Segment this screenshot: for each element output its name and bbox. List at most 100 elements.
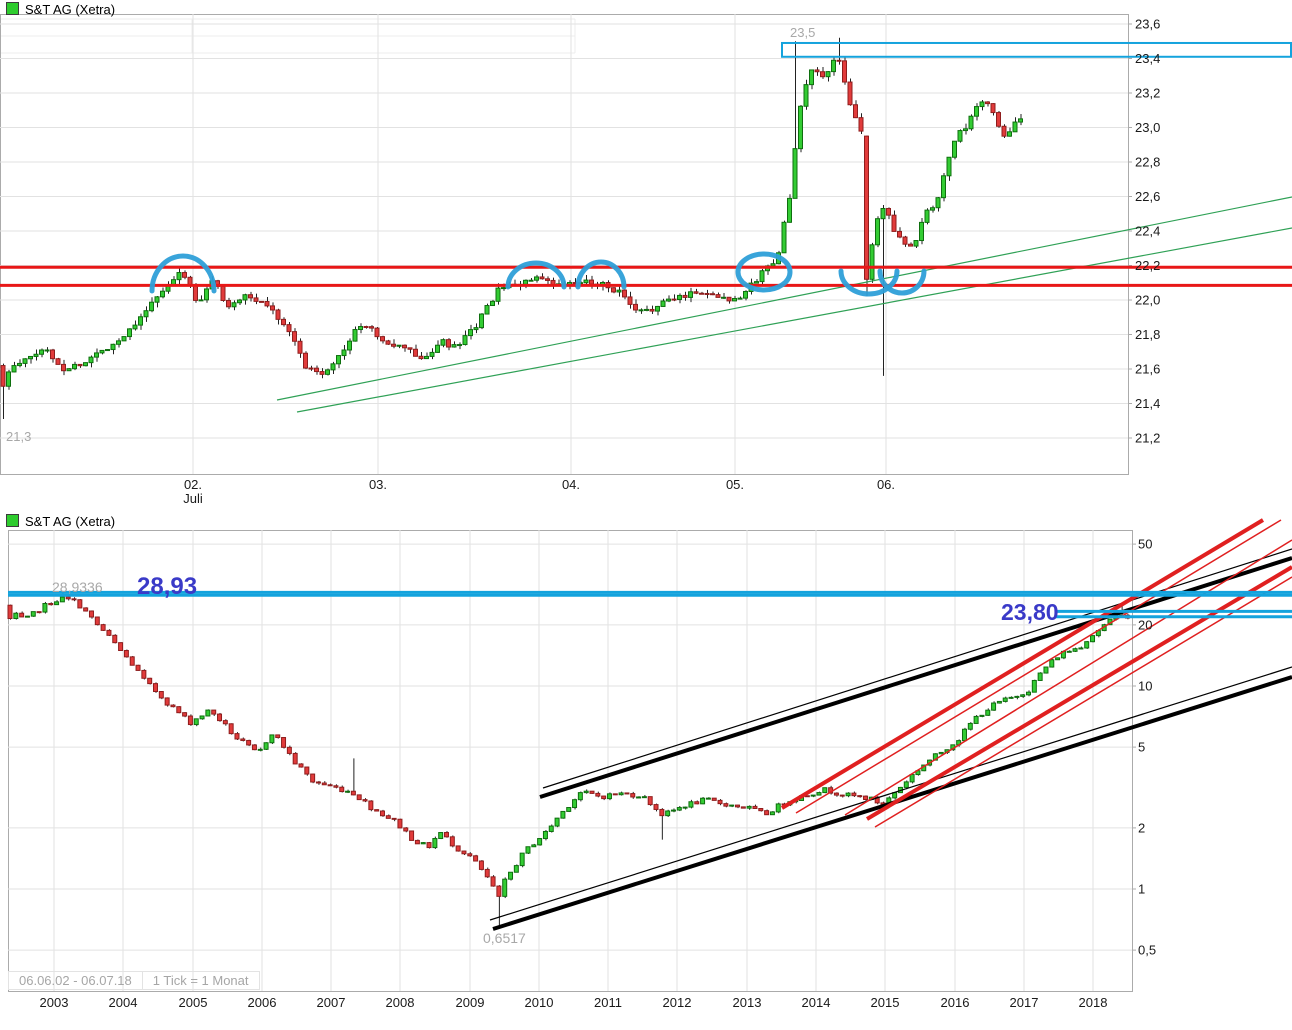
candle: [385, 340, 391, 345]
x-tick-label: 03.: [369, 477, 387, 492]
candle: [857, 795, 863, 798]
candle: [715, 294, 721, 298]
y-tick-label: 22,8: [1135, 155, 1160, 170]
candle: [973, 715, 979, 724]
candle: [764, 810, 770, 816]
candle: [54, 601, 60, 606]
candle: [665, 810, 671, 817]
candle: [248, 294, 253, 299]
y-tick-label: 0,5: [1138, 943, 1156, 958]
candle: [72, 363, 77, 370]
candle: [700, 797, 706, 805]
candle: [164, 697, 170, 706]
candle: [48, 603, 54, 606]
candle: [263, 742, 269, 750]
candle: [919, 221, 924, 242]
y-tick-label: 21,6: [1135, 362, 1160, 377]
candle: [682, 806, 688, 809]
candle: [414, 839, 420, 845]
candle: [457, 344, 462, 347]
candle: [222, 720, 228, 725]
candle: [479, 313, 484, 329]
candle: [246, 739, 252, 746]
candle: [647, 796, 653, 806]
candle: [816, 792, 822, 796]
y-tick-label: 2: [1138, 820, 1145, 835]
candle: [908, 243, 913, 247]
candle: [484, 868, 490, 878]
candle: [135, 664, 141, 671]
candle: [182, 712, 188, 717]
candle: [1014, 695, 1020, 698]
candle: [913, 240, 919, 247]
candle: [618, 792, 624, 796]
candle: [638, 309, 644, 312]
candle: [1037, 672, 1043, 681]
candle: [803, 84, 809, 107]
candle: [845, 792, 851, 797]
trend-line: [865, 565, 1292, 821]
candle: [308, 367, 314, 370]
candle: [0, 365, 6, 387]
candle: [420, 842, 426, 845]
candle: [909, 774, 915, 783]
candle: [833, 792, 839, 796]
trend-line: [489, 666, 1292, 921]
y-tick-label: 22,6: [1135, 189, 1160, 204]
candle: [94, 616, 100, 626]
candle: [339, 786, 345, 793]
candle: [19, 612, 25, 618]
candle: [110, 343, 116, 351]
candle: [444, 832, 449, 838]
chart-top: 23,6 23,4 23,2 23,0 22,8 22,6 22,4 22,2 22,0 21,8…: [0, 14, 1292, 506]
candle: [149, 301, 154, 312]
candle: [451, 344, 457, 348]
candle: [1090, 635, 1096, 643]
candle: [941, 175, 946, 199]
candle: [237, 299, 242, 304]
candle: [633, 303, 638, 311]
candle: [798, 105, 803, 150]
candle: [874, 796, 880, 804]
candle: [1020, 694, 1026, 697]
candle: [106, 629, 112, 636]
candle: [220, 286, 226, 301]
candle: [589, 279, 594, 285]
candle: [863, 795, 869, 801]
candle: [572, 799, 578, 809]
candle: [66, 368, 72, 372]
candle: [746, 805, 752, 809]
candle: [251, 744, 257, 751]
candle: [880, 207, 886, 220]
candle: [589, 790, 595, 794]
series-swatch-icon: [6, 514, 19, 527]
candle: [116, 340, 121, 345]
candle: [385, 815, 391, 819]
candle: [644, 308, 649, 311]
y-tick-label: 22,2: [1135, 258, 1160, 273]
candle: [566, 807, 572, 812]
candle: [737, 297, 743, 300]
x-tick-label: 06.: [877, 477, 895, 492]
y-tick-label: 23,0: [1135, 120, 1160, 135]
price-annotation: 28,93: [137, 573, 197, 600]
candle: [369, 326, 374, 329]
candle: [542, 830, 548, 840]
plot-border: [8, 530, 1133, 992]
x-tick-label: 2014: [802, 995, 831, 1010]
candles-layer: [7, 592, 1130, 927]
candle: [649, 308, 655, 312]
candle: [974, 106, 979, 117]
candle: [825, 71, 831, 78]
candle: [545, 278, 550, 281]
candle: [1002, 697, 1008, 702]
candle: [77, 363, 83, 367]
candle: [891, 214, 897, 232]
x-tick-label: 2004: [109, 995, 138, 1010]
candle: [758, 808, 764, 812]
candle: [424, 355, 429, 360]
candle: [601, 795, 607, 800]
candle: [65, 596, 71, 600]
candle: [693, 291, 699, 294]
candle: [83, 607, 89, 612]
